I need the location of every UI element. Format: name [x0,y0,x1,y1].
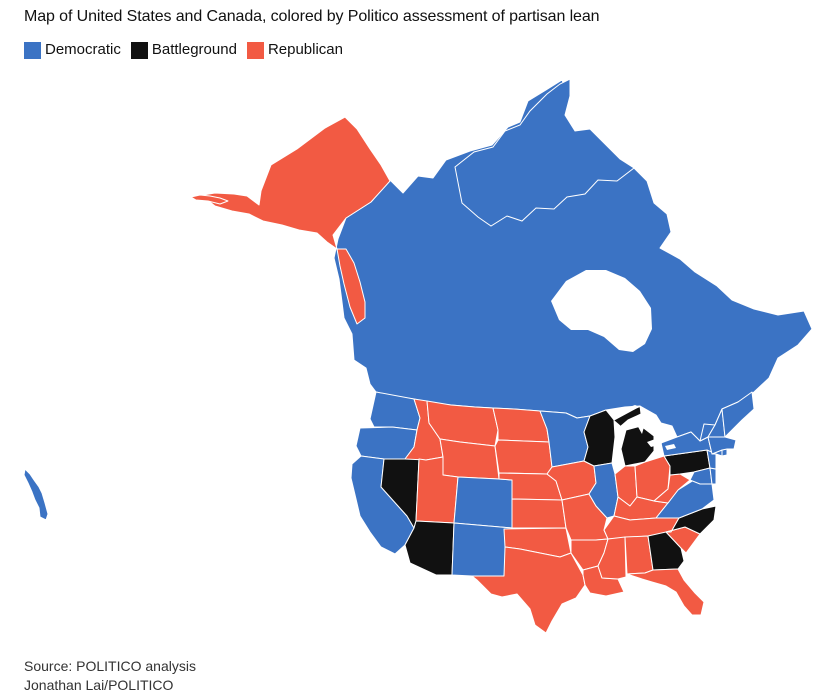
region-florida [626,568,705,616]
region-kansas [511,498,567,529]
legend-item-battleground: Battleground [130,41,237,59]
region-north-carolina [665,505,717,535]
region-canada-arctic-islands [454,78,635,227]
region-texas [471,546,586,634]
region-mississippi [597,536,627,580]
region-south-dakota [494,439,553,475]
great-lakes [610,405,676,450]
region-massachusetts [707,436,737,455]
region-wisconsin [583,409,616,467]
battleground-swatch [130,41,148,59]
legend-label-republican: Republican [267,41,343,58]
legend-label-democratic: Democratic [45,41,121,58]
region-wyoming [439,438,500,480]
region-maine [721,391,755,438]
map-legend: Democratic Battleground Republican [24,41,343,59]
credit-line: Jonathan Lai/POLITICO [24,677,174,693]
region-new-mexico [451,522,513,577]
region-hawaii [23,468,49,521]
region-oregon [355,426,418,460]
region-alaska-panhandle [336,248,366,325]
source-line: Source: POLITICO analysis [24,658,196,674]
region-canada-hudson-bay [551,270,652,352]
map-title: Map of United States and Canada, colored… [24,8,600,25]
region-illinois [588,462,619,519]
region-montana [426,400,499,447]
legend-item-democratic: Democratic [24,41,121,59]
region-alaska-islands [190,194,229,205]
region-virginia [655,479,715,519]
republican-swatch [246,41,264,59]
legend-label-battleground: Battleground [151,41,237,58]
democratic-swatch [24,41,41,59]
source-credit: Source: POLITICO analysis Jonathan Lai/P… [24,657,196,695]
region-west-virginia [653,473,691,504]
region-colorado [453,476,513,529]
legend-item-republican: Republican [246,41,343,59]
